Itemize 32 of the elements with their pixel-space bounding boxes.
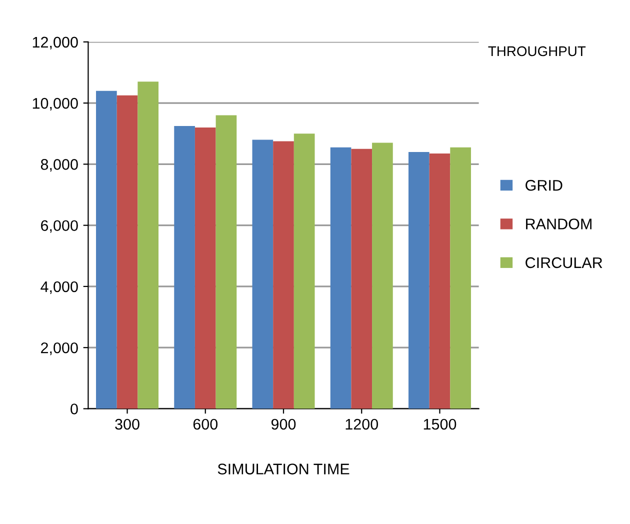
y-tick-label: 6,000 [41, 220, 78, 233]
bar [429, 153, 450, 409]
y-tick-label: 10,000 [32, 98, 78, 111]
bar [194, 128, 216, 409]
x-tick-label: 1200 [346, 418, 378, 430]
legend-label: GRID [526, 180, 562, 191]
bar [216, 115, 237, 409]
bar [330, 147, 352, 409]
legend-label: CIRCULAR [526, 257, 602, 268]
bar [372, 142, 393, 409]
bar [351, 148, 372, 409]
y-tick-label: 4,000 [40, 281, 78, 294]
legend-label: RANDOM [526, 218, 592, 230]
bar [408, 152, 430, 409]
x-tick-label: 900 [271, 418, 296, 430]
bar [294, 134, 315, 409]
bar [174, 126, 195, 409]
bar [96, 90, 117, 409]
bar [273, 141, 294, 409]
bar [450, 147, 471, 409]
y-tick-label: 8,000 [40, 159, 78, 172]
x-tick-label: 600 [193, 418, 218, 430]
bar [138, 82, 159, 409]
bar [252, 140, 274, 409]
x-tick-label: 1500 [424, 418, 456, 430]
y-tick-label: 2,000 [41, 342, 78, 356]
text: THROUGHPUT [488, 46, 586, 56]
x-tick-label: 300 [115, 418, 140, 430]
y-tick-label: 12,000 [32, 36, 78, 50]
y-tick-label: 0 [70, 404, 78, 414]
x-axis-title: SIMULATION TIME [218, 464, 350, 474]
bar [116, 95, 138, 409]
